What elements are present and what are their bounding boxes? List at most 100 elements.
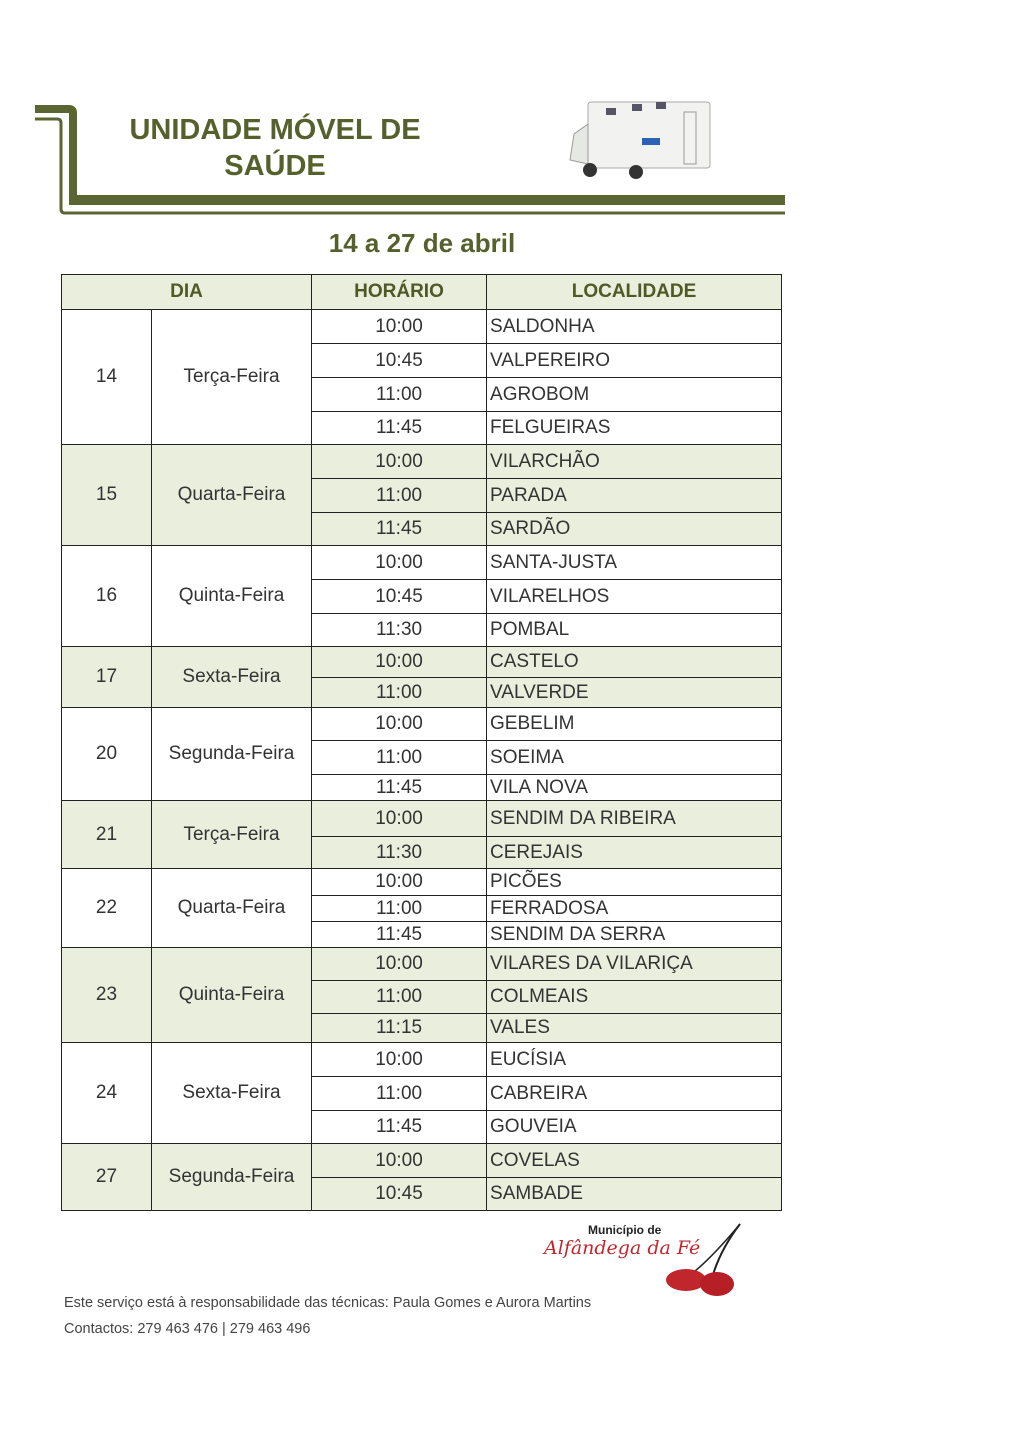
svg-text:Alfândega da Fé: Alfândega da Fé bbox=[542, 1237, 700, 1259]
location-cell: CEREJAIS bbox=[486, 836, 783, 869]
column-header-time: HORÁRIO bbox=[311, 274, 488, 310]
weekday-cell: Quarta-Feira bbox=[150, 444, 313, 546]
table-row: 17 Sexta-Feira 10:00 CASTELO bbox=[61, 646, 783, 708]
location-cell: COVELAS bbox=[486, 1143, 783, 1178]
table-row: 11:15 VALES bbox=[62, 1013, 783, 1043]
day-number-cell: 27 bbox=[61, 1143, 152, 1211]
time-cell: 11:00 bbox=[311, 377, 488, 412]
day-number-cell: 21 bbox=[61, 800, 152, 869]
time-cell: 11:00 bbox=[311, 677, 488, 708]
time-cell: 11:00 bbox=[311, 1076, 488, 1111]
svg-text:Município de: Município de bbox=[588, 1223, 662, 1237]
day-number-cell: 20 bbox=[61, 707, 152, 801]
time-cell: 10:00 bbox=[311, 309, 488, 344]
mobile-health-van-image bbox=[569, 101, 711, 179]
header-frame-decoration bbox=[35, 105, 785, 215]
table-row: 22 Quarta-Feira 10:00 PICÕES bbox=[61, 868, 783, 948]
time-cell: 11:45 bbox=[311, 411, 488, 445]
time-cell: 10:00 bbox=[311, 947, 488, 981]
table-row: 21 Terça-Feira 10:00 SENDIM DA RIBEIRA bbox=[61, 800, 783, 869]
table-row: 11:00 FERRADOSA bbox=[62, 895, 783, 922]
location-cell: SARDÃO bbox=[486, 512, 783, 546]
location-cell: SANTA-JUSTA bbox=[486, 545, 783, 580]
time-cell: 10:00 bbox=[311, 800, 488, 837]
table-row: 23 Quinta-Feira 10:00 VILARES DA VILARIÇA bbox=[61, 947, 783, 1043]
weekday-cell: Quarta-Feira bbox=[150, 868, 313, 948]
weekday-cell: Sexta-Feira bbox=[150, 1042, 313, 1144]
location-cell: VILARELHOS bbox=[486, 579, 783, 614]
table-row: 11:30 POMBAL bbox=[62, 613, 783, 647]
title-line-1: UNIDADE MÓVEL DE bbox=[129, 114, 421, 146]
page-title: UNIDADE MÓVEL DE SAÚDE bbox=[100, 112, 450, 184]
day-number-cell: 14 bbox=[61, 309, 152, 445]
day-number-cell: 22 bbox=[61, 868, 152, 948]
time-cell: 10:00 bbox=[311, 545, 488, 580]
table-row: 11:45 SARDÃO bbox=[62, 512, 783, 546]
weekday-cell: Segunda-Feira bbox=[150, 707, 313, 801]
location-cell: PICÕES bbox=[486, 868, 783, 896]
time-cell: 11:30 bbox=[311, 836, 488, 869]
time-cell: 11:45 bbox=[311, 512, 488, 546]
time-cell: 10:00 bbox=[311, 868, 488, 896]
time-cell: 11:00 bbox=[311, 478, 488, 513]
time-cell: 11:00 bbox=[311, 980, 488, 1014]
location-cell: PARADA bbox=[486, 478, 783, 513]
weekday-cell: Segunda-Feira bbox=[150, 1143, 313, 1211]
table-row: 11:30 CEREJAIS bbox=[62, 836, 783, 869]
footer-contacts: Contactos: 279 463 476 | 279 463 496 bbox=[64, 1321, 311, 1337]
location-cell: CABREIRA bbox=[486, 1076, 783, 1111]
column-header-day: DIA bbox=[60, 274, 313, 310]
weekday-cell: Quinta-Feira bbox=[150, 545, 313, 647]
location-cell: POMBAL bbox=[486, 613, 783, 647]
location-cell: GEBELIM bbox=[486, 707, 783, 741]
table-row: 14 Terça-Feira 10:00 SALDONHA bbox=[61, 309, 783, 445]
table-row: 11:00 PARADA bbox=[62, 478, 783, 513]
location-cell: EUCÍSIA bbox=[486, 1042, 783, 1077]
location-cell: CASTELO bbox=[486, 646, 783, 678]
time-cell: 10:00 bbox=[311, 1143, 488, 1178]
table-row: 15 Quarta-Feira 10:00 VILARCHÃO bbox=[61, 444, 783, 546]
table-row: 11:00 COLMEAIS bbox=[62, 980, 783, 1014]
time-cell: 11:30 bbox=[311, 613, 488, 647]
table-row: 11:00 AGROBOM bbox=[62, 377, 783, 412]
municipality-logo: Município de Alfândega da Fé bbox=[540, 1220, 750, 1298]
title-line-2: SAÚDE bbox=[224, 150, 326, 182]
location-cell: GOUVEIA bbox=[486, 1110, 783, 1144]
column-header-location: LOCALIDADE bbox=[486, 274, 783, 310]
time-cell: 10:00 bbox=[311, 707, 488, 741]
time-cell: 10:00 bbox=[311, 444, 488, 479]
time-cell: 10:45 bbox=[311, 579, 488, 614]
time-cell: 11:45 bbox=[311, 774, 488, 801]
location-cell: FERRADOSA bbox=[486, 895, 783, 922]
location-cell: VALVERDE bbox=[486, 677, 783, 708]
location-cell: FELGUEIRAS bbox=[486, 411, 783, 445]
location-cell: SENDIM DA SERRA bbox=[486, 921, 783, 948]
table-row: 11:45 SENDIM DA SERRA bbox=[62, 921, 783, 948]
table-row: 11:00 CABREIRA bbox=[62, 1076, 783, 1111]
day-number-cell: 23 bbox=[61, 947, 152, 1043]
location-cell: VILA NOVA bbox=[486, 774, 783, 801]
weekday-cell: Sexta-Feira bbox=[150, 646, 313, 708]
table-row: 10:45 VILARELHOS bbox=[62, 579, 783, 614]
location-cell: SENDIM DA RIBEIRA bbox=[486, 800, 783, 837]
table-row: 10:45 SAMBADE bbox=[62, 1177, 783, 1211]
weekday-cell: Terça-Feira bbox=[150, 309, 313, 445]
day-number-cell: 15 bbox=[61, 444, 152, 546]
time-cell: 11:00 bbox=[311, 895, 488, 922]
time-cell: 11:45 bbox=[311, 1110, 488, 1144]
day-number-cell: 17 bbox=[61, 646, 152, 708]
weekday-cell: Terça-Feira bbox=[150, 800, 313, 869]
time-cell: 10:45 bbox=[311, 343, 488, 378]
time-cell: 10:45 bbox=[311, 1177, 488, 1211]
table-row: 11:45 GOUVEIA bbox=[62, 1110, 783, 1144]
location-cell: SOEIMA bbox=[486, 740, 783, 775]
location-cell: VILARCHÃO bbox=[486, 444, 783, 479]
location-cell: SAMBADE bbox=[486, 1177, 783, 1211]
table-row: 16 Quinta-Feira 10:00 SANTA-JUSTA bbox=[61, 545, 783, 647]
table-row: 11:45 FELGUEIRAS bbox=[62, 411, 783, 445]
location-cell: COLMEAIS bbox=[486, 980, 783, 1014]
time-cell: 11:15 bbox=[311, 1013, 488, 1043]
location-cell: VILARES DA VILARIÇA bbox=[486, 947, 783, 981]
date-range: 14 a 27 de abril bbox=[328, 228, 516, 258]
day-number-cell: 24 bbox=[61, 1042, 152, 1144]
